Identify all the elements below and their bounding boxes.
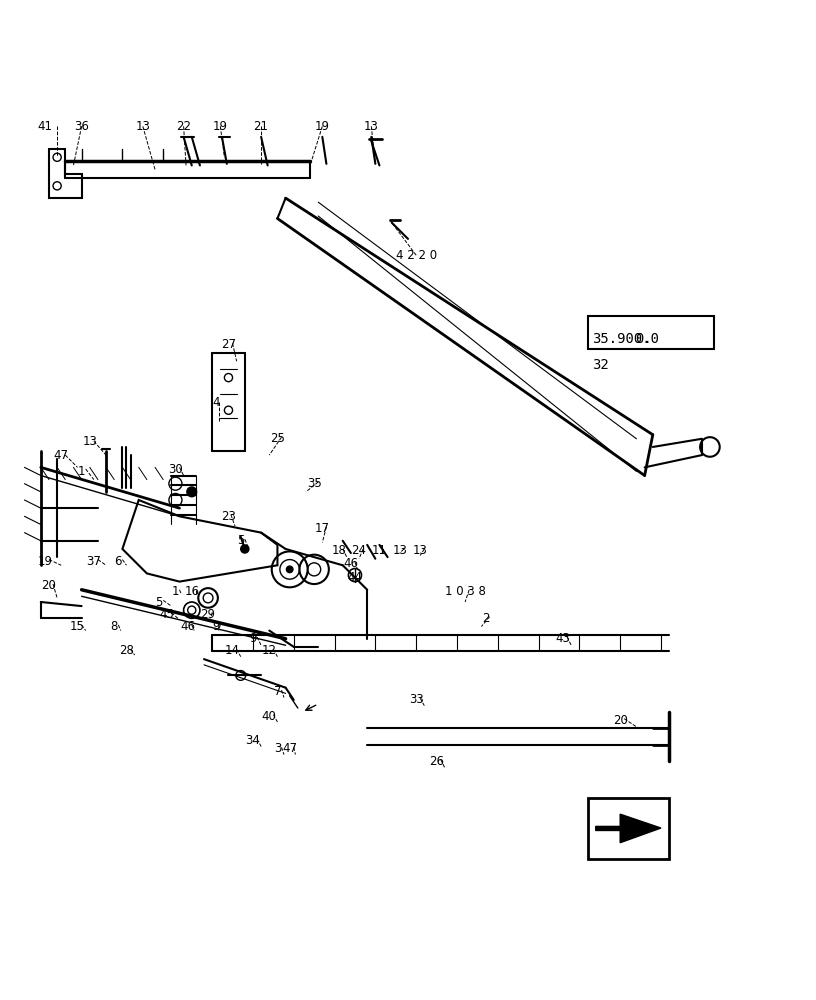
Text: 13: 13 [413,544,428,557]
Circle shape [187,487,197,497]
Text: 1: 1 [171,585,180,598]
Text: 1 0 3 8: 1 0 3 8 [445,585,486,598]
Text: 32: 32 [592,358,609,372]
Text: 27: 27 [221,338,236,351]
Text: 4 2 2 0: 4 2 2 0 [396,249,437,262]
Text: 25: 25 [270,432,285,445]
Text: 40: 40 [262,710,277,723]
Text: 8: 8 [110,620,118,633]
Text: 24: 24 [352,544,366,557]
Text: 2: 2 [481,612,490,625]
Text: 26: 26 [429,755,444,768]
Text: 35: 35 [307,477,322,490]
Polygon shape [596,814,661,843]
Text: 46: 46 [344,557,358,570]
Text: 18: 18 [331,544,346,557]
Text: 16: 16 [184,585,199,598]
Text: 0.: 0. [635,332,652,346]
Text: 19: 19 [38,555,52,568]
Text: 13: 13 [392,544,407,557]
Text: 23: 23 [221,510,236,523]
Text: 5: 5 [237,534,245,547]
Text: 13: 13 [135,120,150,133]
Text: 21: 21 [254,120,268,133]
Text: 14: 14 [225,644,240,657]
Text: 13: 13 [82,435,97,448]
Text: 9: 9 [212,620,220,633]
Text: 28: 28 [119,644,134,657]
Bar [588,316,714,349]
Text: 20: 20 [613,714,628,727]
Text: 36: 36 [74,120,89,133]
Text: 20: 20 [42,579,56,592]
Text: 13: 13 [364,120,379,133]
Text: 9: 9 [249,632,257,645]
Text: 3: 3 [273,742,282,755]
Text: 34: 34 [246,734,260,747]
Text: 7: 7 [273,685,282,698]
Text: 12: 12 [262,644,277,657]
Text: 11: 11 [372,544,387,557]
Circle shape [241,545,249,553]
Text: 37: 37 [86,555,101,568]
Text: 15: 15 [70,620,85,633]
Text: 29: 29 [201,608,215,621]
Text: 44: 44 [348,571,362,584]
Text: 47: 47 [54,449,69,462]
Text: 19: 19 [213,120,228,133]
Text: 33: 33 [409,693,424,706]
Text: 43: 43 [556,632,570,645]
Text: 17: 17 [315,522,330,535]
Text: 5: 5 [155,595,163,608]
Bar [588,798,669,859]
Text: 6: 6 [114,555,122,568]
Text: 46: 46 [180,620,195,633]
Text: 35.900.0: 35.900.0 [592,332,659,346]
Text: 19: 19 [315,120,330,133]
Text: 1: 1 [78,465,86,478]
Text: 47: 47 [282,742,297,755]
Text: 4: 4 [212,396,220,409]
Circle shape [286,566,293,573]
Text: 41: 41 [38,120,52,133]
Text: 30: 30 [168,463,183,476]
Text: 45: 45 [160,608,175,621]
Text: 22: 22 [176,120,191,133]
